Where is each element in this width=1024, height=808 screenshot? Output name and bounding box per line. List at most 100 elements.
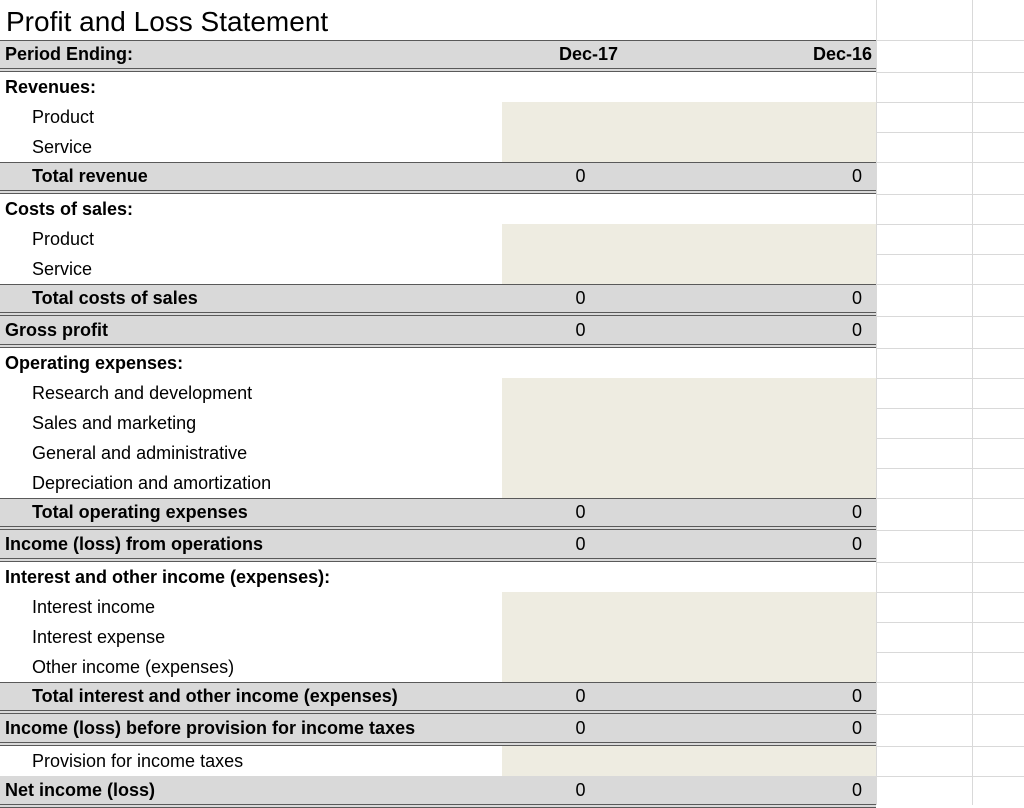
dec16-value-cell[interactable]: 0 — [689, 316, 876, 344]
row-label-cell[interactable]: Depreciation and amortization — [0, 468, 502, 498]
row-label-cell[interactable]: Service — [0, 254, 502, 284]
dec17-value-cell[interactable] — [502, 254, 689, 284]
dec17-value-cell[interactable]: 0 — [502, 683, 689, 710]
row-label-cell[interactable]: Costs of sales: — [0, 194, 502, 224]
dec17-value-cell[interactable] — [502, 746, 689, 776]
table-row: Total costs of sales 0 0 — [0, 284, 876, 316]
dec17-value-cell[interactable]: 0 — [502, 316, 689, 344]
row-label: Income (loss) from operations — [5, 533, 264, 554]
row-label-cell[interactable]: Gross profit — [0, 316, 502, 344]
dec16-value-cell[interactable]: 0 — [689, 776, 876, 804]
dec16-value-cell[interactable]: 0 — [689, 714, 876, 742]
dec16-value-cell[interactable] — [689, 254, 876, 284]
row-label-cell[interactable]: Service — [0, 132, 502, 162]
dec16-value-cell[interactable] — [689, 194, 876, 224]
dec16-value-cell[interactable] — [689, 652, 876, 682]
row-label-cell[interactable]: Product — [0, 102, 502, 132]
dec16-value-cell[interactable] — [689, 622, 876, 652]
dec16-value-cell[interactable] — [689, 438, 876, 468]
dec17-value-cell[interactable] — [502, 132, 689, 162]
header-col1-cell[interactable]: Dec-17 — [502, 41, 689, 68]
dec17-value-cell[interactable] — [502, 408, 689, 438]
table-row: Depreciation and amortization — [0, 468, 876, 498]
dec17-value-cell[interactable] — [502, 102, 689, 132]
dec17-value-cell[interactable] — [502, 378, 689, 408]
row-label: Research and development — [32, 382, 253, 403]
dec16-value-cell[interactable] — [689, 72, 876, 102]
row-label-cell[interactable]: Sales and marketing — [0, 408, 502, 438]
row-label-cell[interactable]: Research and development — [0, 378, 502, 408]
dec16-value-cell[interactable] — [689, 348, 876, 378]
dec17-value-cell[interactable] — [502, 438, 689, 468]
dec17-value-cell[interactable] — [502, 562, 689, 592]
table-row: Interest income — [0, 592, 876, 622]
dec17-value-cell[interactable] — [502, 194, 689, 224]
table-row: Sales and marketing — [0, 408, 876, 438]
row-label-cell[interactable]: Product — [0, 224, 502, 254]
row-label-cell[interactable]: Income (loss) from operations — [0, 530, 502, 558]
dec17-value-cell[interactable] — [502, 224, 689, 254]
dec17-value-cell[interactable]: 0 — [502, 530, 689, 558]
grid-line — [876, 408, 1024, 409]
dec16-value-cell[interactable]: 0 — [689, 683, 876, 710]
dec16-value-cell[interactable] — [689, 408, 876, 438]
dec16-value-cell[interactable]: 0 — [689, 285, 876, 312]
dec17-value-cell[interactable] — [502, 652, 689, 682]
row-label-cell[interactable]: Total operating expenses — [0, 499, 502, 526]
dec17-value-cell[interactable] — [502, 622, 689, 652]
col2-header: Dec-16 — [812, 44, 872, 64]
row-label: Product — [32, 228, 95, 249]
row-value: 0 — [575, 319, 586, 340]
grid-line — [876, 284, 1024, 285]
row-label-cell[interactable]: Net income (loss) — [0, 776, 502, 804]
row-value: 0 — [851, 717, 862, 738]
grid-line — [876, 530, 1024, 531]
dec16-value-cell[interactable]: 0 — [689, 530, 876, 558]
row-label-cell[interactable]: Income (loss) before provision for incom… — [0, 714, 502, 742]
table-row: Operating expenses: — [0, 348, 876, 378]
dec17-value-cell[interactable] — [502, 348, 689, 378]
dec16-value-cell[interactable] — [689, 746, 876, 776]
dec16-value-cell[interactable] — [689, 562, 876, 592]
row-label: Interest and other income (expenses): — [5, 566, 331, 587]
row-label: Costs of sales: — [5, 198, 134, 219]
row-label: Gross profit — [5, 319, 109, 340]
dec16-value-cell[interactable] — [689, 378, 876, 408]
dec17-value-cell[interactable]: 0 — [502, 499, 689, 526]
header-label-cell[interactable]: Period Ending: — [0, 41, 502, 68]
dec17-value-cell[interactable]: 0 — [502, 285, 689, 312]
table-row: Total interest and other income (expense… — [0, 682, 876, 714]
dec16-value-cell[interactable]: 0 — [689, 499, 876, 526]
row-value: 0 — [851, 502, 862, 522]
row-label-cell[interactable]: Provision for income taxes — [0, 746, 502, 776]
row-label-cell[interactable]: Other income (expenses) — [0, 652, 502, 682]
dec17-value-cell[interactable]: 0 — [502, 163, 689, 190]
row-label: Net income (loss) — [5, 779, 156, 800]
dec16-value-cell[interactable] — [689, 102, 876, 132]
row-label-cell[interactable]: Revenues: — [0, 72, 502, 102]
dec17-value-cell[interactable] — [502, 468, 689, 498]
row-label-cell[interactable]: General and administrative — [0, 438, 502, 468]
dec17-value-cell[interactable]: 0 — [502, 776, 689, 804]
row-label-cell[interactable]: Total interest and other income (expense… — [0, 683, 502, 710]
header-col2-cell[interactable]: Dec-16 — [689, 41, 876, 68]
dec16-value-cell[interactable] — [689, 132, 876, 162]
grid-line — [876, 254, 1024, 255]
grid-line — [876, 40, 1024, 41]
dec16-value-cell[interactable] — [689, 468, 876, 498]
dec16-value-cell[interactable]: 0 — [689, 163, 876, 190]
row-label-cell[interactable]: Operating expenses: — [0, 348, 502, 378]
row-value: 0 — [575, 686, 586, 706]
dec16-value-cell[interactable] — [689, 592, 876, 622]
row-label-cell[interactable]: Interest income — [0, 592, 502, 622]
row-label-cell[interactable]: Interest and other income (expenses): — [0, 562, 502, 592]
grid-line — [876, 316, 1024, 317]
dec17-value-cell[interactable]: 0 — [502, 714, 689, 742]
dec17-value-cell[interactable] — [502, 72, 689, 102]
grid-line — [876, 498, 1024, 499]
dec16-value-cell[interactable] — [689, 224, 876, 254]
row-label-cell[interactable]: Total costs of sales — [0, 285, 502, 312]
row-label-cell[interactable]: Total revenue — [0, 163, 502, 190]
row-label-cell[interactable]: Interest expense — [0, 622, 502, 652]
dec17-value-cell[interactable] — [502, 592, 689, 622]
